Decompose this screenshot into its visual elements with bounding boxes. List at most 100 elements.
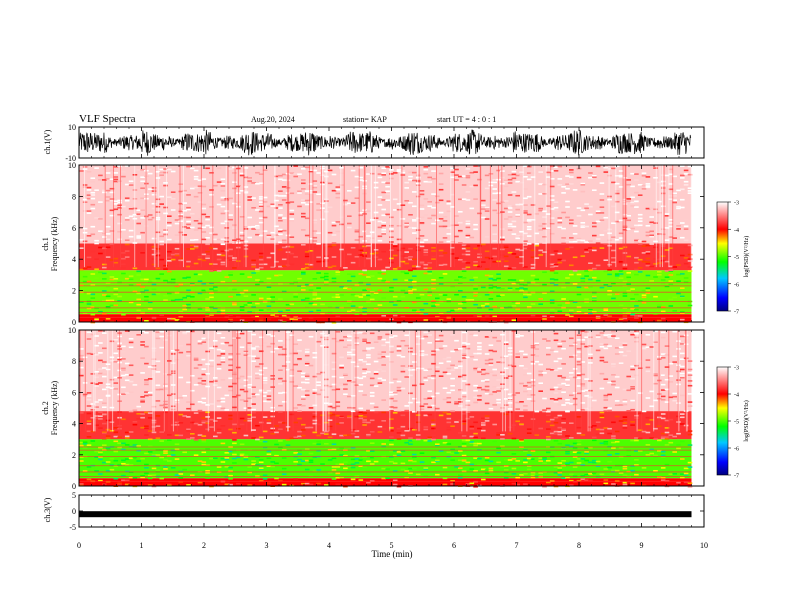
ch1-spectrogram-cell: [431, 287, 436, 290]
ch2-spectrogram-streak: [677, 330, 679, 432]
ch2-spectrogram-cell: [228, 418, 233, 420]
ch1-spectrogram-cell: [308, 284, 314, 286]
ch1-spectrogram-cell: [542, 283, 547, 286]
ch2-spectrogram-cell: [557, 414, 563, 417]
ch2-spectrogram-cell: [216, 417, 222, 419]
ch2-spectrogram-cell: [477, 457, 482, 460]
ch2-spectrogram-cell: [327, 414, 333, 417]
ch1-spectrogram-cell: [354, 175, 360, 178]
ch2-spectrogram-cell: [622, 400, 628, 403]
ch2-spectrogram-cell: [396, 432, 402, 434]
ch2-spectrogram-cell: [159, 456, 164, 459]
ch2-spectrogram-cell: [584, 345, 589, 348]
ch1-spectrogram-cell: [86, 210, 92, 212]
ch1-spectrogram-cell: [82, 267, 88, 270]
ch2-spectrogram-cell: [607, 409, 612, 412]
ch2-spectrogram-cell: [274, 454, 279, 457]
ch1-spectrogram-cell: [507, 207, 513, 209]
ch1-spectrogram-cell: [373, 217, 379, 219]
ch2-spectrogram-cell: [641, 410, 647, 413]
ch1-spectrogram-cell: [637, 271, 643, 273]
ch2-spectrogram-cell: [450, 369, 455, 372]
ch1-spectrogram-cell: [140, 231, 145, 234]
ch2-spectrogram-cell: [396, 386, 402, 389]
ch1-spectrogram-cell: [247, 303, 252, 306]
ch2-spectrogram-cell: [412, 460, 417, 463]
ch2-spectrogram-cell: [622, 483, 628, 486]
ch1-spectrogram-cell: [408, 218, 413, 220]
ch1-spectrogram-cell: [519, 236, 524, 238]
ch2-spectrogram-cell: [132, 421, 138, 423]
ch2-spectrogram-cell: [312, 392, 318, 394]
ch2-spectrogram-cell: [461, 470, 467, 473]
ch2-spectrogram-cell: [427, 413, 432, 416]
ch2-spectrogram-cell: [469, 416, 475, 418]
ch1-spectrogram-cell: [102, 232, 107, 235]
ch2-spectrogram-cell: [182, 395, 187, 397]
ch1-spectrogram-cell: [105, 199, 111, 202]
ch1-spectrogram-cell: [293, 293, 298, 295]
ch1-spectrogram-cell: [549, 278, 555, 280]
ch2-spectrogram-cell: [297, 370, 302, 372]
ch1-spectrogram-cell: [419, 208, 425, 210]
ch2-spectrogram-cell: [216, 332, 222, 335]
ch2-spectrogram-cell: [144, 332, 149, 334]
ch2-spectrogram-cell: [599, 432, 605, 435]
ch2-spectrogram-cell: [316, 340, 321, 343]
ch2-spectrogram-cell: [584, 378, 589, 380]
ch1-spectrogram-cell: [258, 182, 264, 184]
ch1-spectrogram-cell: [232, 303, 237, 306]
ch1-spectrogram-cell: [458, 303, 463, 305]
ch1-spectrogram-cell: [293, 175, 298, 178]
ch1-spectrogram-cell: [90, 313, 96, 316]
ch2-spectrogram-cell: [431, 438, 436, 441]
ch1-spectrogram-cell: [301, 168, 306, 170]
ch2-spectrogram-streak: [668, 330, 670, 432]
ch2-spectrogram-cell: [209, 365, 214, 368]
ch1-spectrogram-cell: [427, 262, 432, 264]
ch2-spectrogram-cell: [435, 340, 440, 342]
ch2-spectrogram-cell: [147, 451, 153, 453]
ch2-spectrogram-cell: [572, 456, 578, 458]
ch1-spectrogram-cell: [569, 309, 574, 312]
ch2-spectrogram-cell: [649, 437, 654, 439]
ch2-spectrogram-cell: [316, 443, 321, 445]
ch2-spectrogram-cell: [438, 414, 444, 417]
ch2-spectrogram-cell: [477, 345, 482, 348]
ch1-spectrogram-cell: [614, 190, 620, 192]
ch2-spectrogram-cell: [270, 415, 275, 418]
ch1-spectrogram-cell: [454, 224, 459, 226]
ch1-spectrogram-cell: [538, 254, 543, 256]
ch2-spectrogram-cell: [442, 398, 448, 401]
ch1-spectrogram-cell: [549, 178, 555, 180]
ch2-spectrogram-cell: [289, 334, 295, 336]
ch2-spectrogram-cell: [377, 377, 383, 380]
ch1-spectrogram-cell: [680, 236, 685, 239]
ch2-spectrogram-cell: [641, 430, 647, 433]
ch1-spectrogram-cell: [151, 293, 157, 296]
ch1-spectrogram-streak: [489, 165, 491, 268]
ch2-spectrogram-cell: [668, 418, 674, 421]
ch1-spectrogram-cell: [163, 182, 168, 184]
ch2-spectrogram-cell: [193, 440, 199, 443]
ch1-spectrogram-cell: [381, 273, 386, 275]
ch2-spectrogram-cell: [144, 381, 149, 383]
ch1-spectrogram-cell: [228, 255, 233, 257]
ch2-spectrogram-cell: [469, 435, 475, 438]
ch1-spectrogram-cell: [438, 225, 444, 228]
ch1-spectrogram-cell: [213, 269, 218, 271]
ch2-spectrogram-cell: [232, 337, 237, 339]
ch2-spectrogram-cell: [201, 368, 207, 370]
ch1-spectrogram-cell: [412, 220, 417, 222]
ch1-spectrogram-cell: [672, 237, 677, 239]
ch1-spectrogram-streak: [153, 165, 155, 268]
ch1-spectrogram-cell: [488, 300, 494, 302]
ch1-spectrogram-cell: [312, 236, 318, 239]
ch2-spectrogram-cell: [262, 379, 268, 382]
ch2-spectrogram-cell: [450, 385, 455, 387]
ch1-spectrogram-cell: [400, 295, 406, 298]
ch2-spectrogram-cell: [278, 410, 283, 413]
ch2-spectrogram-cell: [339, 376, 344, 379]
ch2-spectrogram-cell: [687, 433, 693, 436]
ch1-spectrogram-cell: [450, 176, 455, 179]
